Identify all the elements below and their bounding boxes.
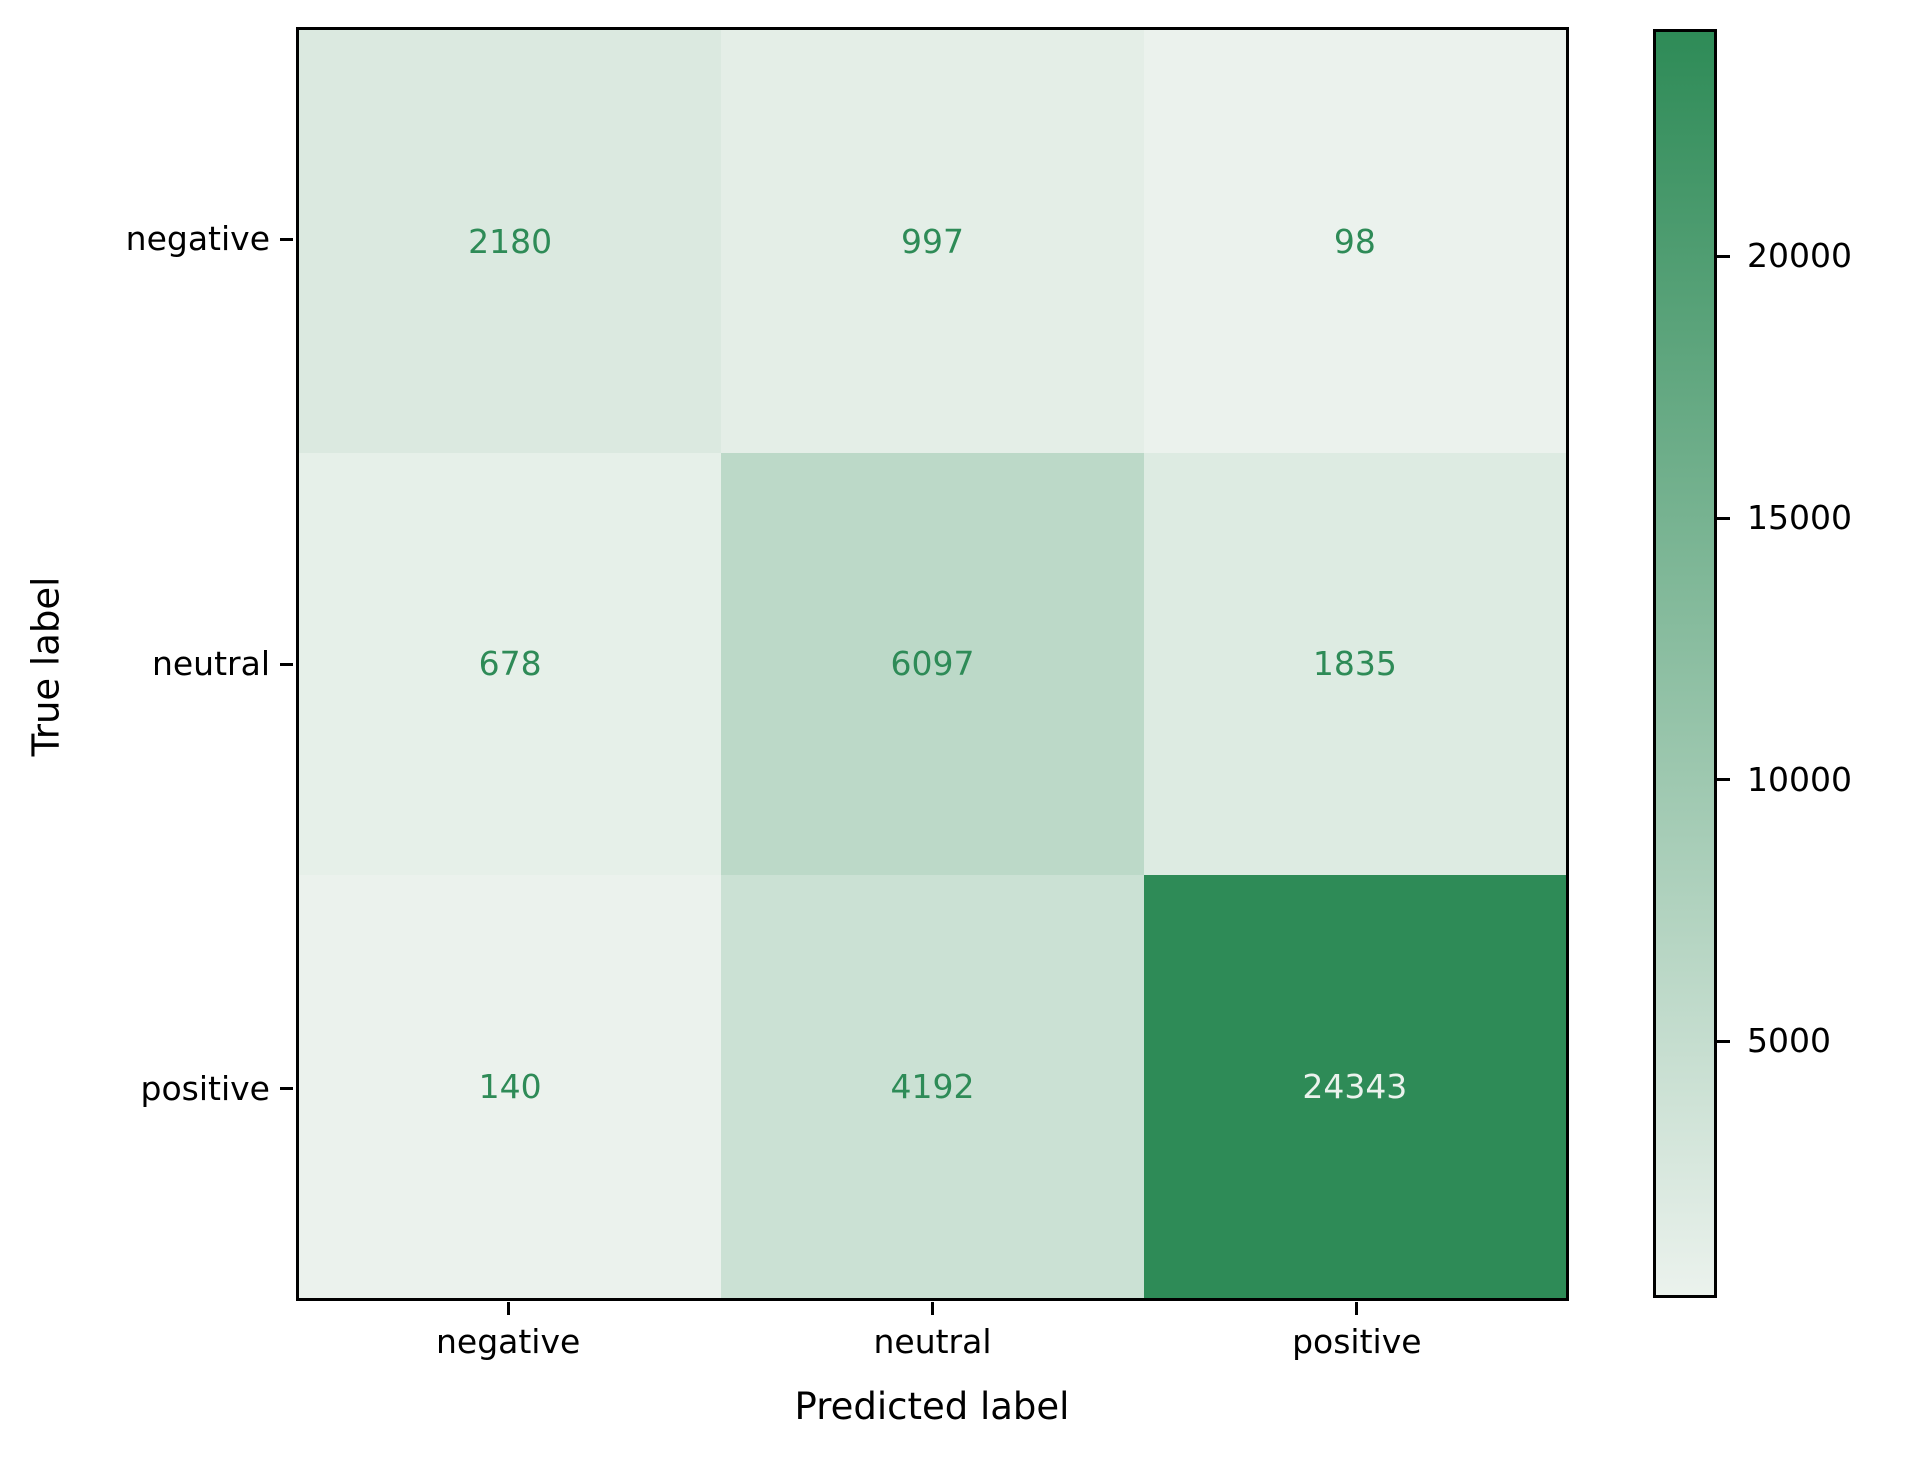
x-axis-title: Predicted label — [794, 1385, 1070, 1428]
y-tick-label-positive: positive — [140, 1068, 270, 1108]
matrix-cell-negative-positive: 98 — [1143, 30, 1566, 453]
matrix-cell-negative-neutral: 997 — [721, 30, 1144, 453]
colorbar-tick-label-10000: 10000 — [1747, 759, 1852, 799]
y-tick-label-negative: negative — [125, 219, 270, 259]
y-tick-label-neutral: neutral — [151, 644, 270, 683]
colorbar-tick-label-5000: 5000 — [1747, 1021, 1831, 1061]
y-tick-mark — [280, 662, 293, 666]
matrix-cell-positive-neutral: 4192 — [721, 875, 1144, 1298]
x-tick-mark — [506, 1302, 510, 1315]
colorbar — [1653, 29, 1717, 1298]
matrix-cell-negative-negative: 2180 — [299, 30, 722, 453]
heatmap-grid: 2180 997 98 678 6097 1835 140 4192 24343 — [299, 30, 1566, 1298]
cell-value: 24343 — [1302, 1067, 1408, 1107]
cell-value: 98 — [1333, 221, 1376, 261]
colorbar-tick-mark — [1717, 516, 1730, 520]
cell-value: 140 — [478, 1067, 542, 1107]
matrix-cell-neutral-positive: 1835 — [1143, 452, 1566, 876]
colorbar-gradient — [1656, 32, 1714, 1295]
matrix-cell-positive-positive: 24343 — [1143, 875, 1566, 1298]
cell-value: 997 — [900, 221, 964, 261]
cell-value: 4192 — [890, 1067, 975, 1107]
colorbar-tick-mark — [1717, 778, 1730, 782]
x-tick-label-neutral: neutral — [873, 1322, 992, 1361]
x-tick-label-negative: negative — [435, 1322, 581, 1361]
colorbar-tick-label-20000: 20000 — [1747, 236, 1852, 276]
x-tick-mark — [1355, 1302, 1359, 1315]
colorbar-tick-mark — [1717, 1039, 1730, 1043]
plot-area: 2180 997 98 678 6097 1835 140 4192 24343 — [296, 27, 1569, 1301]
y-tick-mark — [280, 1087, 293, 1091]
x-tick-mark — [931, 1302, 934, 1315]
cell-value: 2180 — [468, 221, 553, 261]
y-tick-mark — [280, 237, 293, 241]
matrix-cell-neutral-negative: 678 — [299, 452, 722, 876]
cell-value: 6097 — [890, 644, 975, 684]
cell-value: 1835 — [1312, 644, 1397, 684]
cell-value: 678 — [478, 644, 542, 684]
x-tick-label-positive: positive — [1292, 1322, 1422, 1361]
matrix-cell-neutral-neutral: 6097 — [721, 452, 1144, 876]
matrix-cell-positive-negative: 140 — [299, 875, 722, 1298]
colorbar-tick-mark — [1717, 254, 1730, 258]
colorbar-tick-label-15000: 15000 — [1747, 498, 1852, 538]
y-axis-title: True label — [24, 576, 68, 757]
